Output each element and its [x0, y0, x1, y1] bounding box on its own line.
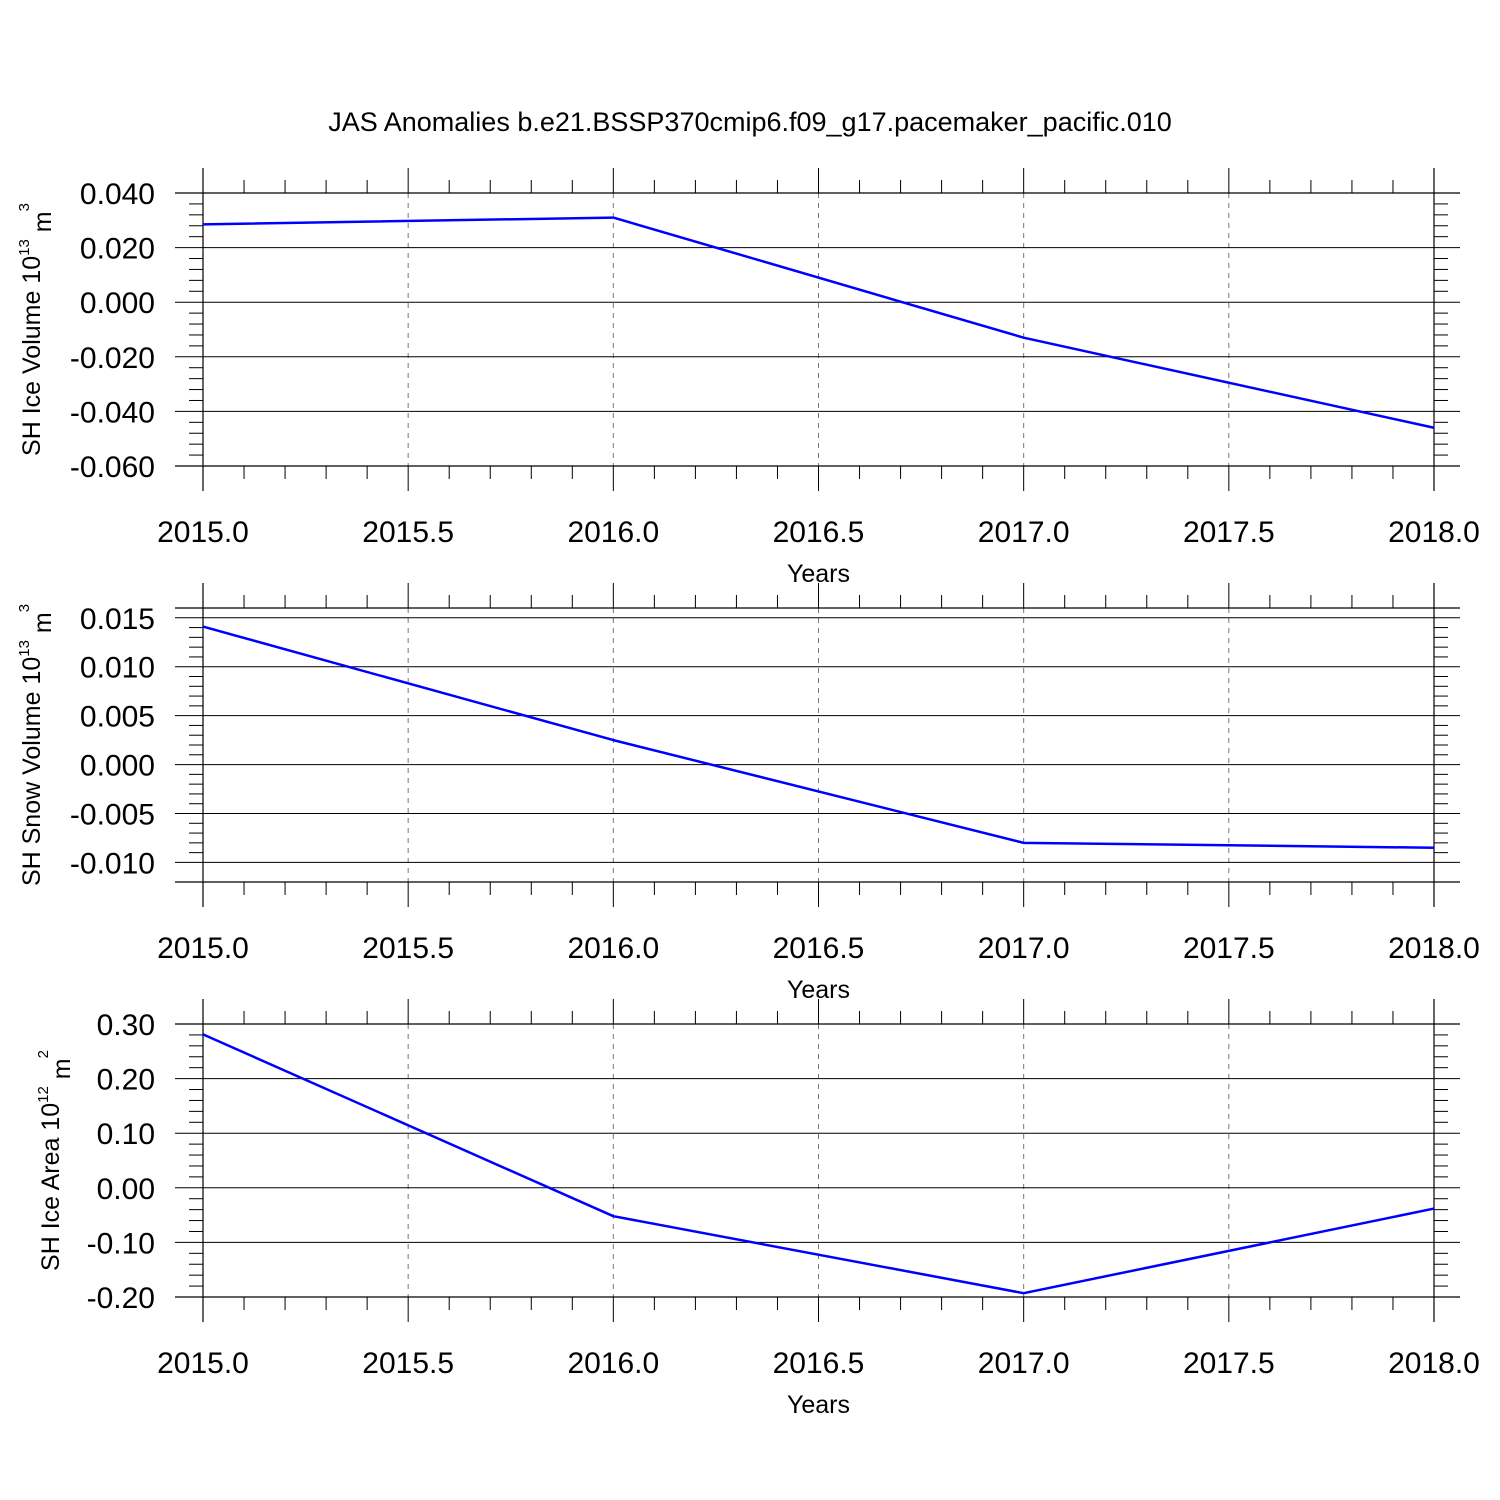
y-axis-title-part: 2	[35, 1050, 52, 1058]
y-tick-label: 0.015	[80, 603, 155, 636]
y-tick-label: 0.30	[97, 1009, 155, 1042]
x-tick-label: 2015.0	[157, 516, 249, 549]
y-tick-label: 0.020	[80, 233, 155, 266]
x-tick-label: 2016.0	[567, 1347, 659, 1380]
y-axis-title-part: m	[48, 1058, 76, 1086]
y-tick-label: 0.000	[80, 750, 155, 783]
panel-2: 0.015 0.010 0.005 0.000 -0.005 -0.010 2015.0 20…	[16, 583, 1480, 1004]
y-axis-title-part: 13	[16, 640, 33, 657]
x-tick-label: 2016.5	[773, 932, 865, 965]
y-tick-label: -0.040	[70, 396, 155, 429]
y-axis-title-part: 13	[16, 239, 33, 256]
x-tick-label: 2017.5	[1183, 516, 1275, 549]
x-tick-label: 2018.0	[1388, 932, 1480, 965]
y-axis-title: SH Ice Area 1012 m2	[35, 1050, 76, 1271]
x-tick-label: 2017.5	[1183, 1347, 1275, 1380]
y-axis-title-part: 3	[16, 203, 33, 211]
y-tick-label: 0.000	[80, 287, 155, 320]
y-tick-label: 0.005	[80, 701, 155, 734]
y-axis-title-part: m	[29, 211, 57, 239]
y-tick-label: 0.040	[80, 178, 155, 211]
y-tick-label: -0.005	[70, 799, 155, 832]
y-tick-label: -0.20	[87, 1282, 155, 1315]
x-tick-label: 2015.5	[362, 516, 454, 549]
x-tick-label: 2015.5	[362, 1347, 454, 1380]
y-tick-label: 0.10	[97, 1118, 155, 1151]
y-tick-label: 0.00	[97, 1173, 155, 1206]
x-tick-label: 2015.0	[157, 932, 249, 965]
x-tick-label: 2016.5	[773, 516, 865, 549]
y-axis-title-part: 3	[16, 604, 33, 612]
y-tick-label: -0.010	[70, 847, 155, 880]
y-axis-title-part: m	[29, 612, 57, 640]
x-tick-label: 2016.0	[567, 932, 659, 965]
x-tick-label: 2017.0	[978, 932, 1070, 965]
y-tick-label: 0.010	[80, 652, 155, 685]
y-axis-title-part: SH Snow Volume 10	[18, 657, 46, 886]
x-tick-label: 2017.5	[1183, 932, 1275, 965]
x-tick-label: 2015.5	[362, 932, 454, 965]
y-tick-label: -0.060	[70, 451, 155, 484]
series-line	[202, 1033, 1435, 1295]
x-tick-label: 2016.0	[567, 516, 659, 549]
series-line	[202, 625, 1435, 849]
y-tick-label: 0.20	[97, 1064, 155, 1097]
y-axis-title: SH Snow Volume 1013 m3	[16, 604, 57, 886]
y-tick-label: -0.10	[87, 1227, 155, 1260]
x-tick-label: 2015.0	[157, 1347, 249, 1380]
x-tick-label: 2016.5	[773, 1347, 865, 1380]
x-tick-label: 2017.0	[978, 1347, 1070, 1380]
y-axis-title-part: SH Ice Area 10	[37, 1103, 65, 1271]
series-line	[202, 216, 1435, 430]
y-axis-title-part: 12	[35, 1086, 52, 1103]
x-tick-label: 2018.0	[1388, 1347, 1480, 1380]
y-axis-title-part: SH Ice Volume 10	[18, 256, 46, 456]
y-tick-label: -0.020	[70, 342, 155, 375]
x-tick-label: 2017.0	[978, 516, 1070, 549]
x-axis-title: Years	[787, 1391, 850, 1419]
y-axis-title: SH Ice Volume 1013 m3	[16, 203, 57, 456]
chart-title: JAS Anomalies b.e21.BSSP370cmip6.f09_g17…	[328, 107, 1172, 137]
x-tick-label: 2018.0	[1388, 516, 1480, 549]
